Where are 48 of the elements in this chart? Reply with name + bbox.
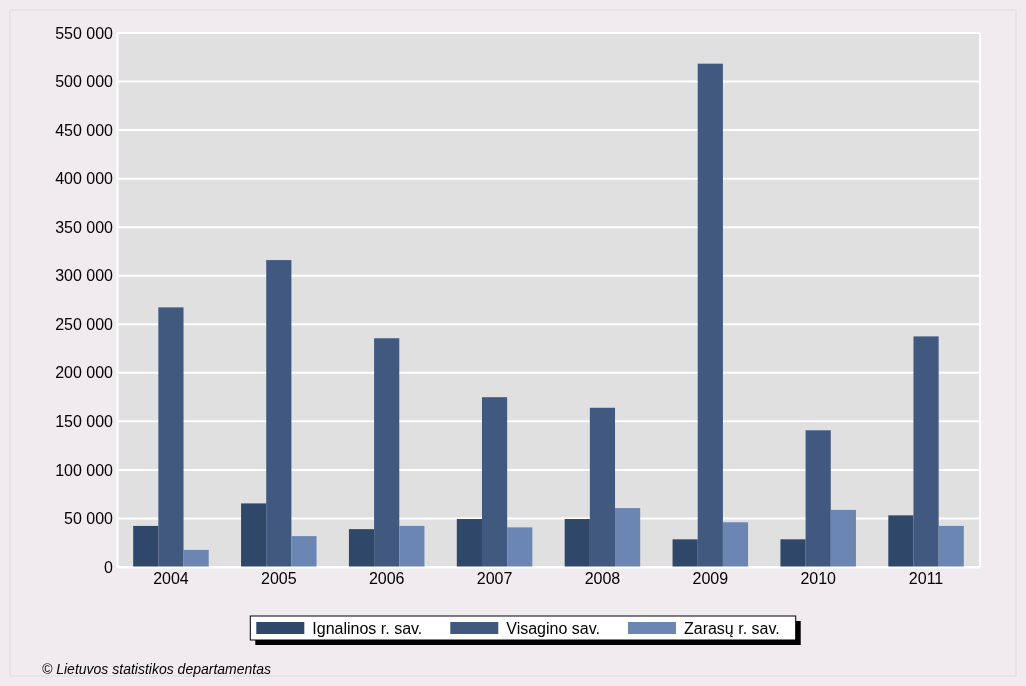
- bar: [266, 260, 292, 567]
- x-tick-label: 2008: [584, 570, 621, 588]
- y-tick-label: 50 000: [64, 510, 114, 528]
- y-tick-label: 300 000: [55, 267, 114, 285]
- bar: [697, 63, 723, 567]
- y-tick-label: 500 000: [55, 73, 114, 91]
- x-tick-label: 2004: [153, 570, 189, 588]
- bar: [830, 509, 856, 567]
- bar: [938, 525, 964, 567]
- bar: [158, 307, 184, 567]
- bar: [507, 527, 533, 567]
- x-tick-label: 2007: [476, 570, 513, 588]
- bar: [564, 519, 590, 567]
- y-tick-label: 400 000: [55, 170, 114, 188]
- y-tick-label: 200 000: [55, 364, 114, 382]
- legend-label: Ignalinos r. sav.: [312, 620, 423, 637]
- bar: [481, 397, 508, 567]
- bar: [913, 336, 939, 567]
- bar: [374, 338, 400, 567]
- bar: [780, 539, 806, 567]
- bar: [241, 503, 267, 567]
- bar: [615, 508, 641, 567]
- y-tick-label: 450 000: [55, 121, 114, 139]
- bar: [805, 430, 831, 567]
- bar: [183, 549, 209, 567]
- legend-label: Visagino sav.: [506, 620, 600, 637]
- text: © Lietuvos statistikos departamentas: [42, 661, 271, 677]
- y-tick-label: 150 000: [55, 412, 114, 430]
- y-tick-label: 350 000: [55, 218, 114, 236]
- y-tick-label: 550 000: [55, 24, 114, 42]
- legend-label: Zarasų r. sav.: [683, 620, 780, 637]
- y-tick-label: 0: [104, 558, 114, 576]
- y-tick-label: 250 000: [55, 315, 114, 333]
- bar: [133, 525, 159, 567]
- bar: [348, 529, 375, 567]
- bar: [722, 522, 749, 567]
- bar: [456, 519, 482, 567]
- bar: [291, 536, 317, 567]
- bar: [672, 539, 698, 567]
- bar: [888, 515, 914, 567]
- y-tick-label: 100 000: [55, 461, 114, 479]
- x-tick-label: 2011: [908, 570, 944, 588]
- x-tick-label: 2005: [261, 570, 297, 588]
- bar: [399, 525, 425, 567]
- x-tick-label: 2009: [692, 570, 729, 588]
- x-tick-label: 2010: [800, 570, 837, 588]
- x-tick-label: 2006: [368, 570, 405, 588]
- bar: [589, 407, 616, 567]
